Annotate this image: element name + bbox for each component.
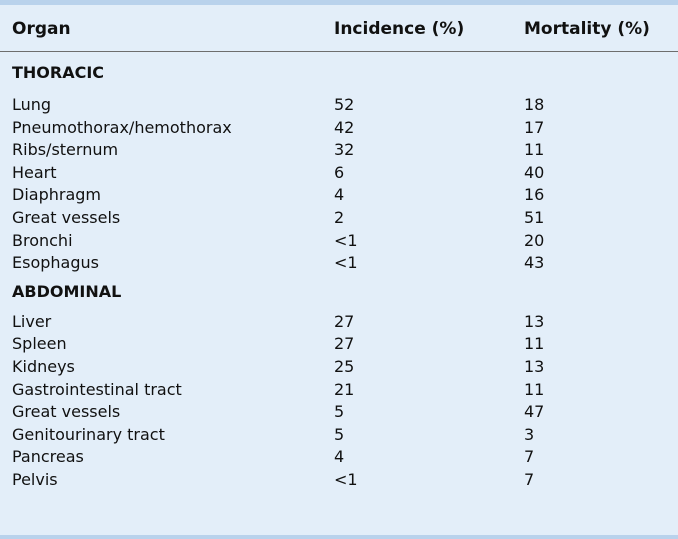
incidence-cell: 27 xyxy=(334,334,355,354)
incidence-cell: 4 xyxy=(334,185,345,205)
header-incidence: Incidence (%) xyxy=(334,19,465,39)
mortality-cell: 16 xyxy=(524,185,545,205)
section-thoracic: THORACIC xyxy=(0,53,678,94)
header-mortality: Mortality (%) xyxy=(524,19,650,39)
mortality-cell: 43 xyxy=(524,253,545,273)
organ-cell: Pneumothorax/hemothorax xyxy=(12,117,232,137)
organ-cell: Great vessels xyxy=(12,402,121,422)
incidence-cell: 42 xyxy=(334,117,355,137)
mortality-cell: 11 xyxy=(524,140,545,160)
incidence-cell: 5 xyxy=(334,424,345,444)
organ-cell: Heart xyxy=(12,162,57,182)
table-row: Gastrointestinal tract 21 11 xyxy=(0,379,678,402)
incidence-cell: 27 xyxy=(334,311,355,331)
header-organ: Organ xyxy=(12,19,71,39)
table-row: Great vessels 5 47 xyxy=(0,401,678,424)
incidence-cell: 5 xyxy=(334,402,345,422)
table-row: Heart 6 40 xyxy=(0,162,678,185)
organ-cell: Pelvis xyxy=(12,469,58,489)
mortality-cell: 47 xyxy=(524,402,545,422)
organ-cell: Gastrointestinal tract xyxy=(12,379,182,399)
mortality-cell: 11 xyxy=(524,379,545,399)
organ-cell: Bronchi xyxy=(12,230,73,250)
incidence-cell: <1 xyxy=(334,253,358,273)
organ-cell: Spleen xyxy=(12,334,67,354)
top-rule xyxy=(0,0,678,5)
section-label: THORACIC xyxy=(12,63,105,82)
incidence-cell: <1 xyxy=(334,230,358,250)
mortality-cell: 18 xyxy=(524,95,545,114)
organ-cell: Genitourinary tract xyxy=(12,424,165,444)
incidence-cell: 21 xyxy=(334,379,355,399)
mortality-cell: 13 xyxy=(524,311,545,331)
incidence-cell: 32 xyxy=(334,140,355,160)
organ-cell: Diaphragm xyxy=(12,185,101,205)
table-header: Organ Incidence (%) Mortality (%) xyxy=(0,5,678,52)
section-label: ABDOMINAL xyxy=(12,281,122,301)
table-row: Pneumothorax/hemothorax 42 17 xyxy=(0,117,678,140)
incidence-cell: 52 xyxy=(334,95,355,114)
table-row: Esophagus <1 43 xyxy=(0,252,678,275)
mortality-cell: 40 xyxy=(524,162,545,182)
table-row: Pelvis <1 7 xyxy=(0,469,678,492)
incidence-cell: 2 xyxy=(334,207,345,227)
table-row: Bronchi <1 20 xyxy=(0,230,678,253)
organ-cell: Kidneys xyxy=(12,356,75,376)
mortality-cell: 13 xyxy=(524,356,545,376)
table-row: Lung 52 18 xyxy=(0,94,678,117)
table-row: Spleen 27 11 xyxy=(0,333,678,356)
incidence-cell: 4 xyxy=(334,447,345,467)
mortality-cell: 20 xyxy=(524,230,545,250)
table-row: Ribs/sternum 32 11 xyxy=(0,139,678,162)
table-row: Genitourinary tract 5 3 xyxy=(0,424,678,447)
section-abdominal: ABDOMINAL xyxy=(0,275,678,311)
organ-cell: Lung xyxy=(12,95,52,114)
incidence-cell: 25 xyxy=(334,356,355,376)
bottom-rule xyxy=(0,535,678,539)
mortality-cell: 3 xyxy=(524,424,535,444)
organ-cell: Pancreas xyxy=(12,447,84,467)
table-row: Liver 27 13 xyxy=(0,311,678,334)
incidence-cell: 6 xyxy=(334,162,345,182)
table-row: Pancreas 4 7 xyxy=(0,446,678,469)
organ-cell: Esophagus xyxy=(12,253,99,273)
mortality-cell: 11 xyxy=(524,334,545,354)
mortality-cell: 7 xyxy=(524,469,535,489)
organ-cell: Great vessels xyxy=(12,207,121,227)
table-row: Great vessels 2 51 xyxy=(0,207,678,230)
organ-cell: Ribs/sternum xyxy=(12,140,119,160)
mortality-cell: 17 xyxy=(524,117,545,137)
table-body: THORACIC Lung 52 18 Pneumothorax/hemotho… xyxy=(0,53,678,492)
organ-cell: Liver xyxy=(12,311,52,331)
mortality-cell: 51 xyxy=(524,207,545,227)
table-row: Diaphragm 4 16 xyxy=(0,184,678,207)
incidence-cell: <1 xyxy=(334,469,358,489)
table-row: Kidneys 25 13 xyxy=(0,356,678,379)
mortality-cell: 7 xyxy=(524,447,535,467)
